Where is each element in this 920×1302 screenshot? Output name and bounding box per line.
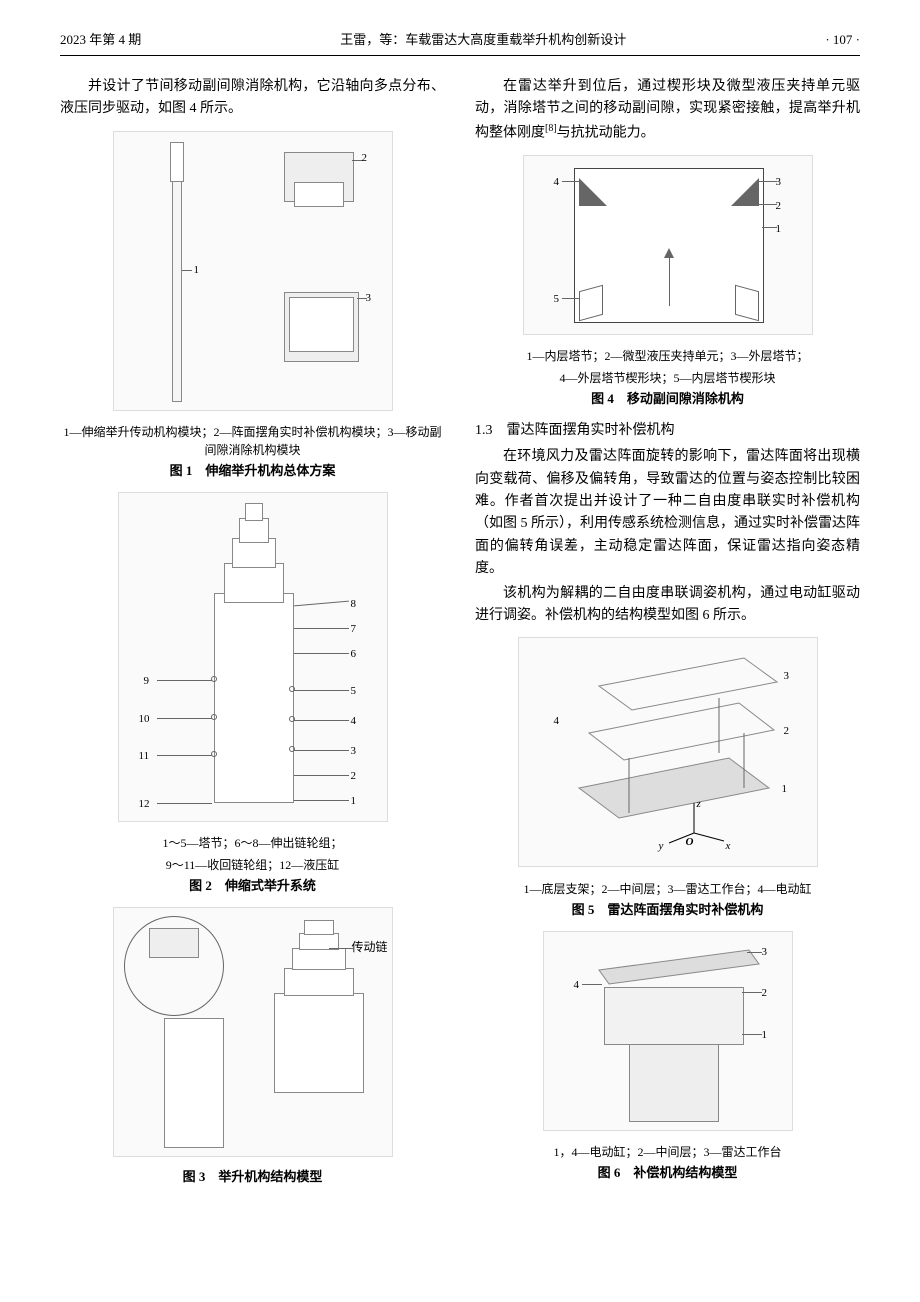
marker-4: 4	[574, 977, 580, 995]
figure-4-caption: 图 4 移动副间隙消除机构	[475, 389, 860, 410]
figure-5-caption: 图 5 雷达阵面摆角实时补偿机构	[475, 900, 860, 921]
figure-6-caption: 图 6 补偿机构结构模型	[475, 1163, 860, 1184]
figure-6-label: 1，4—电动缸；2—中间层；3—雷达工作台	[475, 1143, 860, 1161]
header-page-num: · 107 ·	[825, 30, 860, 51]
marker-9: 9	[144, 673, 150, 691]
figure-1-image: 1 2 3	[113, 131, 393, 411]
marker-11: 11	[139, 748, 150, 766]
annotation-chain: 传动链	[352, 938, 388, 957]
marker-6: 6	[351, 646, 357, 664]
marker-3: 3	[776, 174, 782, 192]
figure-5-label: 1—底层支架；2—中间层；3—雷达工作台；4—电动缸	[475, 880, 860, 898]
citation-8: [8]	[545, 123, 557, 134]
marker-1: 1	[194, 262, 200, 280]
right-para-3: 该机构为解耦的二自由度串联调姿机构，通过电动缸驱动进行调姿。补偿机构的结构模型如…	[475, 583, 860, 628]
marker-4: 4	[554, 713, 560, 731]
figure-3-image: 传动链	[113, 907, 393, 1157]
figure-2-label-2: 9～11—收回链轮组；12—液压缸	[60, 856, 445, 874]
marker-3: 3	[351, 743, 357, 761]
figure-4-label-2: 4—外层塔节楔形块；5—内层塔节楔形块	[475, 369, 860, 387]
marker-2: 2	[784, 723, 790, 741]
figure-2: 8 7 6 5 4 3 2 1 9 10 11 12	[60, 492, 445, 897]
figure-1: 1 2 3 1—伸缩举升传动机构模块；2—阵面摆角实时补偿机构模块；3—移动副间…	[60, 131, 445, 482]
right-para-2: 在环境风力及雷达阵面旋转的影响下，雷达阵面将出现横向变载荷、偏移及偏转角，导致雷…	[475, 446, 860, 580]
right-para-1-text: 在雷达举升到位后，通过楔形块及微型液压夹持单元驱动，消除塔节之间的移动副间隙，实…	[475, 79, 860, 140]
figure-5-image: 3 2 1 4 x y z O	[518, 637, 818, 867]
header-issue: 2023 年第 4 期	[60, 30, 141, 51]
figure-3-caption: 图 3 举升机构结构模型	[60, 1167, 445, 1188]
figure-6: 4 3 2 1 1，4—电动缸；2—中间层；3—雷达工作台 图 6 补偿机构结构…	[475, 931, 860, 1184]
marker-4: 4	[554, 174, 560, 192]
figure-1-label: 1—伸缩举升传动机构模块；2—阵面摆角实时补偿机构模块；3—移动副间隙消除机构模…	[60, 423, 445, 459]
marker-2: 2	[776, 198, 782, 216]
axis-origin: O	[686, 834, 694, 852]
figure-6-image: 4 3 2 1	[543, 931, 793, 1131]
marker-12: 12	[139, 796, 150, 814]
right-column: 在雷达举升到位后，通过楔形块及微型液压夹持单元驱动，消除塔节之间的移动副间隙，实…	[475, 76, 860, 1198]
page-header: 2023 年第 4 期 王雷，等：车载雷达大高度重载举升机构创新设计 · 107…	[60, 30, 860, 56]
two-column-content: 并设计了节间移动副间隙消除机构，它沿轴向多点分布、液压同步驱动，如图 4 所示。…	[60, 76, 860, 1198]
figure-5: 3 2 1 4 x y z O 1—底层支架；2—中间层；3—雷达工作台；4—电…	[475, 637, 860, 920]
marker-5: 5	[554, 291, 560, 309]
figure-2-image: 8 7 6 5 4 3 2 1 9 10 11 12	[118, 492, 388, 822]
marker-1: 1	[762, 1027, 768, 1045]
marker-5: 5	[351, 683, 357, 701]
right-para-1-tail: 与抗扰动能力。	[557, 125, 655, 140]
marker-1: 1	[351, 793, 357, 811]
axis-x: x	[726, 838, 731, 856]
marker-7: 7	[351, 621, 357, 639]
figure-3: 传动链 图 3 举升机构结构模型	[60, 907, 445, 1188]
figure-2-caption: 图 2 伸缩式举升系统	[60, 876, 445, 897]
marker-2: 2	[362, 150, 368, 168]
figure-2-label-1: 1～5—塔节；6～8—伸出链轮组；	[60, 834, 445, 852]
marker-3: 3	[762, 944, 768, 962]
marker-2: 2	[762, 985, 768, 1003]
figure-4-image: 4 3 2 1 5	[523, 155, 813, 335]
marker-1: 1	[782, 781, 788, 799]
header-title: 王雷，等：车载雷达大高度重载举升机构创新设计	[340, 30, 626, 51]
marker-4: 4	[351, 713, 357, 731]
left-para-1: 并设计了节间移动副间隙消除机构，它沿轴向多点分布、液压同步驱动，如图 4 所示。	[60, 76, 445, 121]
marker-8: 8	[351, 596, 357, 614]
marker-3: 3	[784, 668, 790, 686]
figure-4: 4 3 2 1 5 1—内层塔节；2—微型液压夹持单元；3—外层塔节； 4—外层…	[475, 155, 860, 410]
axis-z: z	[697, 796, 701, 814]
figure-1-caption: 图 1 伸缩举升机构总体方案	[60, 461, 445, 482]
marker-10: 10	[139, 711, 150, 729]
axis-y: y	[659, 838, 664, 856]
right-para-1: 在雷达举升到位后，通过楔形块及微型液压夹持单元驱动，消除塔节之间的移动副间隙，实…	[475, 76, 860, 145]
figure-4-label-1: 1—内层塔节；2—微型液压夹持单元；3—外层塔节；	[475, 347, 860, 365]
left-column: 并设计了节间移动副间隙消除机构，它沿轴向多点分布、液压同步驱动，如图 4 所示。…	[60, 76, 445, 1198]
section-1-3-title: 1.3 雷达阵面摆角实时补偿机构	[475, 420, 860, 442]
marker-1: 1	[776, 221, 782, 239]
marker-2: 2	[351, 768, 357, 786]
